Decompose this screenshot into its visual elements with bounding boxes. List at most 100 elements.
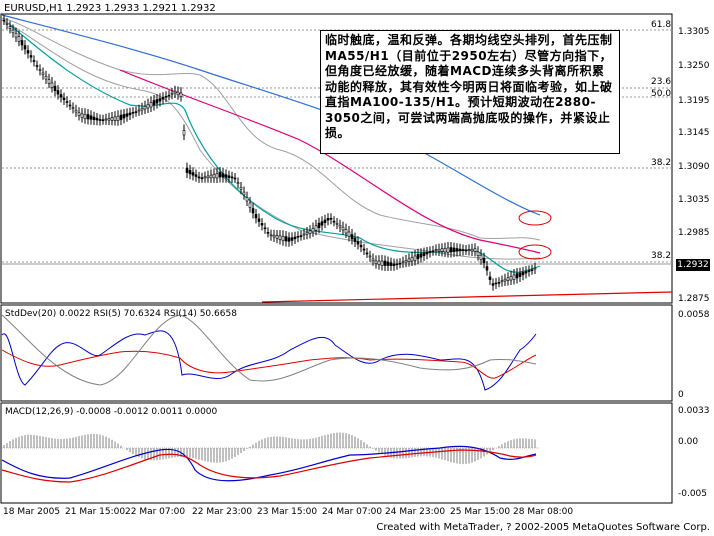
price-bars — [2, 15, 537, 291]
candle-body — [500, 280, 504, 283]
candle-body — [122, 114, 126, 119]
candle-body — [209, 174, 213, 179]
indicator2-frame — [0, 402, 673, 504]
candle-body — [191, 172, 195, 176]
candle-body — [311, 228, 315, 233]
candle-body — [194, 174, 198, 177]
candle-body — [212, 174, 216, 179]
time-label: 23 Mar 15:00 — [257, 507, 318, 517]
candle-body — [479, 254, 483, 260]
candle-body — [233, 177, 237, 180]
candle-body — [506, 277, 510, 281]
candle-body — [353, 237, 357, 242]
candle-body — [53, 85, 57, 92]
candle-body — [272, 234, 276, 238]
candle-body — [374, 260, 378, 264]
fib-label: 50.0 — [651, 89, 672, 99]
candle-body — [179, 92, 183, 97]
candle-body — [485, 266, 489, 271]
candle-body — [398, 262, 402, 265]
candle-body — [287, 237, 291, 242]
candle-body — [503, 278, 507, 282]
candle-body — [497, 282, 501, 284]
candle-body — [290, 237, 294, 241]
analysis-annotation[interactable]: 临时触底，温和反弹。各期均线空头排列，首先压制MA55/H1（目前位于2950左… — [320, 30, 620, 154]
candle-body — [29, 55, 33, 58]
candle-body — [314, 225, 318, 231]
candle-body — [20, 40, 24, 46]
candle-body — [329, 218, 333, 220]
indicator2-tick: 0.0033 — [678, 406, 710, 416]
candle-body — [278, 235, 282, 240]
candle-body — [395, 263, 399, 266]
candle-body — [308, 230, 312, 234]
candle-body — [32, 60, 36, 62]
fib-label: 23.6 — [651, 77, 672, 87]
candle-body — [461, 249, 465, 251]
indicator1-title: StdDev(20) 0.0022 RSI(5) 70.6324 RSI(14)… — [5, 309, 237, 319]
candle-body — [50, 82, 54, 88]
candle-body — [260, 223, 264, 226]
candle-body — [443, 248, 447, 253]
candle-body — [404, 260, 408, 263]
candle-body — [494, 282, 498, 285]
candle-body — [305, 232, 309, 235]
candle-body — [434, 249, 438, 251]
candle-body — [515, 273, 519, 279]
macd-signal-line — [1, 449, 537, 483]
price-tick: 1.3195 — [678, 96, 710, 106]
candle-body — [380, 260, 384, 266]
candle-body — [83, 113, 87, 120]
candle-body — [35, 65, 39, 67]
candle-body — [161, 97, 165, 100]
candle-body — [350, 234, 354, 240]
price-tick: 1.3250 — [678, 61, 710, 71]
candle-body — [68, 104, 72, 107]
candle-body — [206, 175, 210, 179]
candle-body — [377, 260, 381, 265]
candle-body — [131, 112, 135, 114]
price-tick: 1.3035 — [678, 195, 710, 205]
candle-body — [173, 90, 177, 94]
candle-body — [416, 254, 420, 260]
time-label: 24 Mar 23:00 — [385, 507, 446, 517]
time-label: 22 Mar 23:00 — [192, 507, 253, 517]
candle-body — [23, 45, 27, 50]
ma-mid-line — [119, 69, 541, 254]
candle-body — [293, 236, 297, 240]
candle-body — [149, 102, 153, 108]
candle-body — [407, 258, 411, 262]
candle-body — [464, 249, 468, 252]
candle-body — [452, 247, 456, 252]
candle-body — [155, 99, 159, 104]
candle-body — [488, 276, 492, 280]
candle-body — [104, 118, 108, 121]
candle-body — [197, 176, 201, 179]
candle-body — [236, 182, 240, 184]
candle-body — [107, 118, 111, 121]
candle-body — [440, 248, 444, 252]
candle-body — [296, 236, 300, 238]
candle-body — [221, 173, 225, 178]
candle-body — [242, 191, 246, 196]
candle-body — [326, 218, 330, 221]
candle-body — [8, 26, 12, 29]
candle-body — [167, 94, 171, 97]
candle-body — [239, 187, 243, 190]
candle-body — [335, 222, 339, 225]
candle-body — [80, 113, 84, 118]
chart-header: EURUSD,H1 1.2923 1.2933 1.2921 1.2932 — [4, 3, 216, 14]
candle-body — [371, 258, 375, 262]
candle-body — [89, 115, 93, 120]
time-label: 25 Mar 15:00 — [450, 507, 511, 517]
ellipse-ma-slow — [518, 210, 552, 226]
candle-body — [317, 222, 321, 228]
candle-body — [449, 247, 453, 253]
time-label: 24 Mar 07:00 — [322, 507, 383, 517]
fib-label: 38.2 — [651, 158, 672, 168]
indicator2-title: MACD(12,26,9) -0.0008 -0.0012 0.0011 0.0… — [5, 407, 218, 417]
candle-body — [128, 112, 132, 116]
candle-body — [365, 252, 369, 255]
ohlc-values: 1.2923 1.2933 1.2921 1.2932 — [66, 3, 216, 14]
candle-body — [230, 176, 234, 179]
